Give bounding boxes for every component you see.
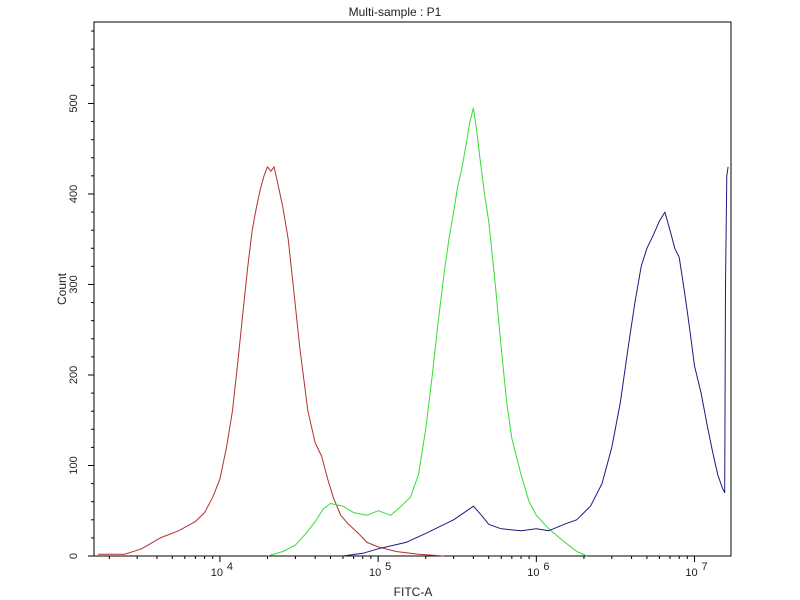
y-tick-label: 500 [68,94,80,112]
y-axis-label: Count [55,272,69,305]
x-axis-ticks: 10 4 10 5 10 6 10 7 [108,556,708,579]
x-tick-label: 10 [527,567,539,579]
y-axis-ticks: 0 100 200 300 400 500 [68,30,94,559]
y-tick-label: 400 [68,185,80,203]
y-tick-label: 0 [68,553,80,559]
series-trace-3 [342,166,729,557]
series-trace-1 [98,166,444,557]
series-layer [98,107,729,557]
y-tick-label: 200 [68,366,80,384]
y-tick-label: 100 [68,456,80,474]
x-tick-exponent: 4 [227,561,233,573]
plot-frame [93,21,732,557]
x-tick-label: 10 [369,567,381,579]
x-axis-label: FITC-A [394,585,433,599]
x-tick-exponent: 7 [702,561,708,573]
series-trace-2 [267,107,588,557]
x-tick-exponent: 6 [543,561,549,573]
y-tick-label: 300 [68,275,80,293]
x-tick-label: 10 [685,567,697,579]
x-tick-exponent: 5 [385,561,391,573]
chart-title: Multi-sample : P1 [349,5,442,19]
x-tick-label: 10 [211,567,223,579]
